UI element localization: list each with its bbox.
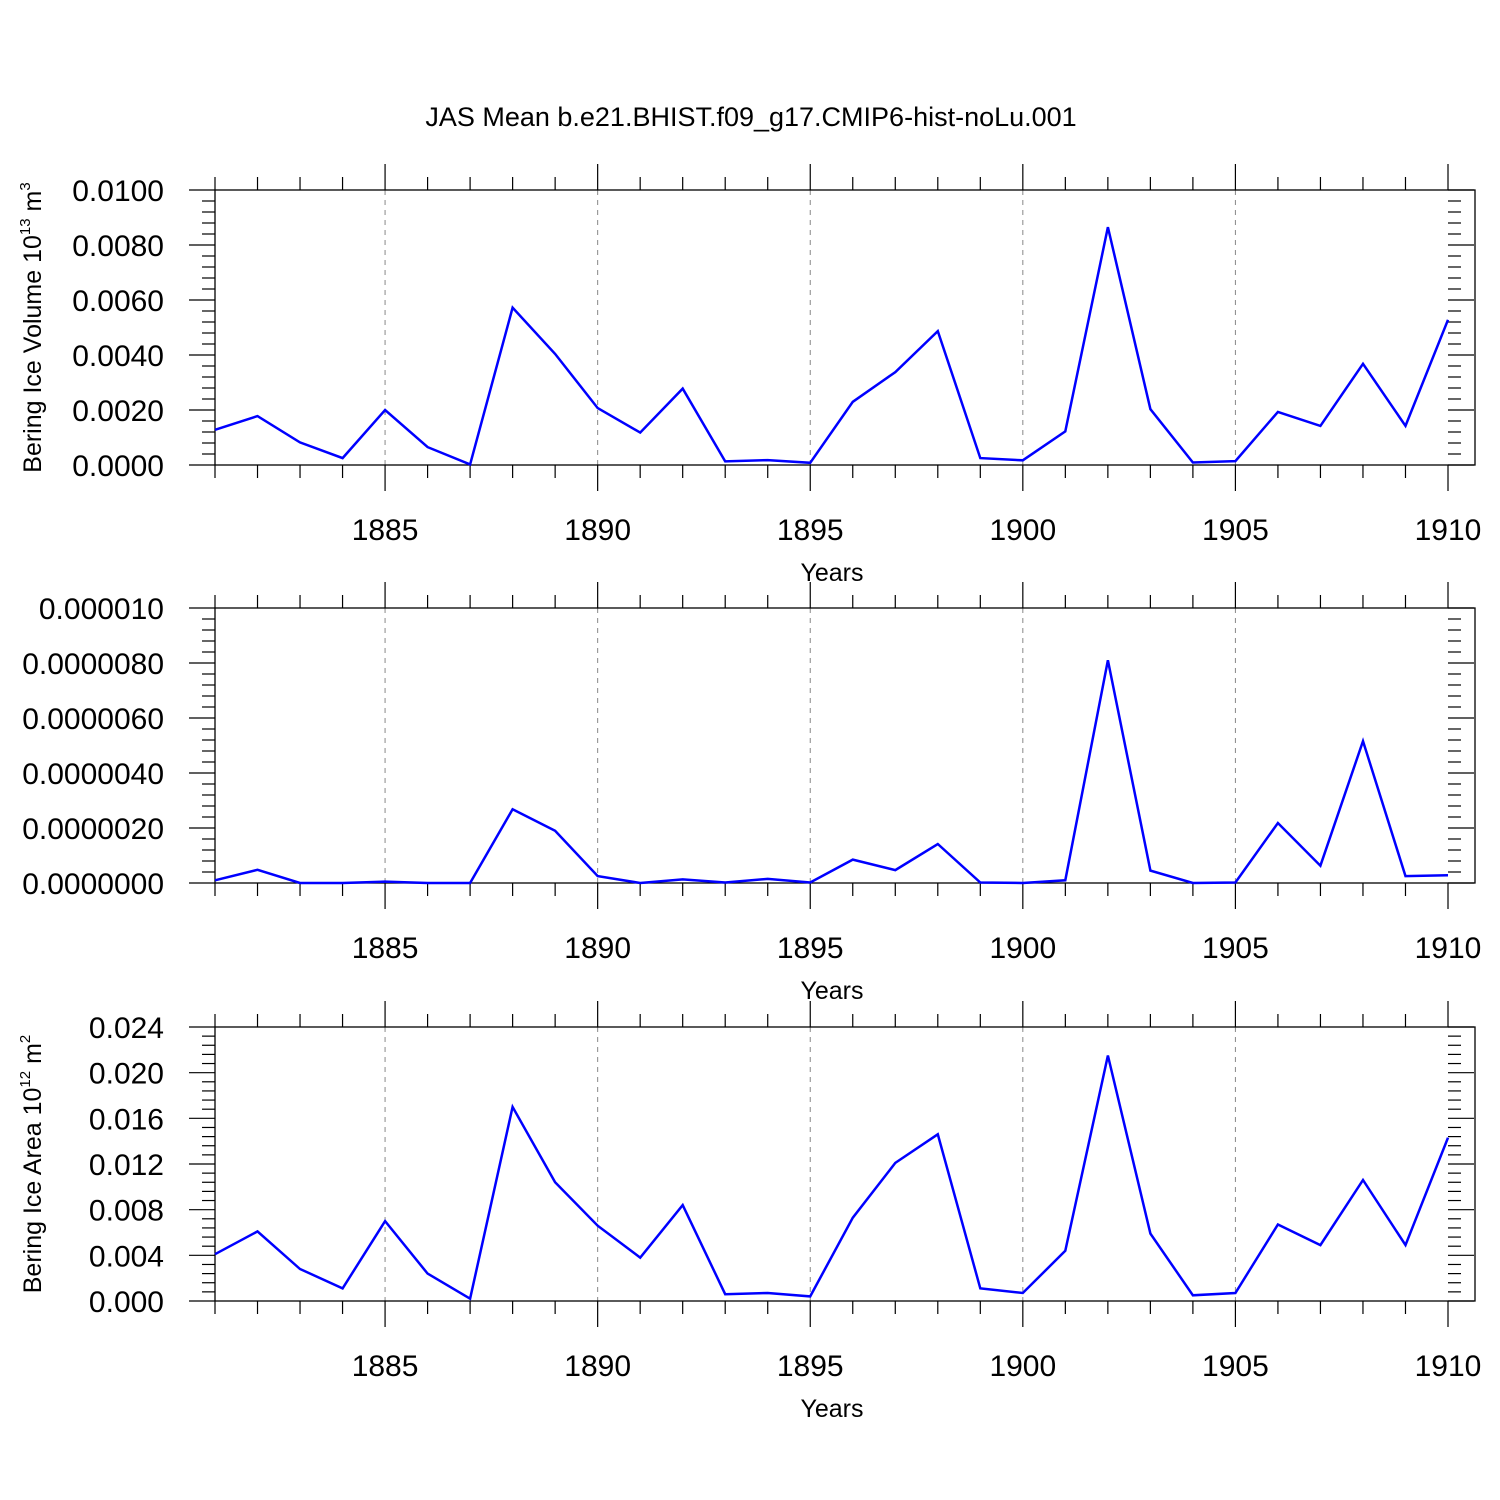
y-axis-label-exponent: 13 <box>17 218 34 235</box>
y-axis-label: Bering Ice Area 1012 m2 <box>17 1035 47 1294</box>
x-tick-label: 1885 <box>352 932 419 965</box>
y-tick-label: 0.024 <box>89 1012 164 1045</box>
y-tick-label: 0.0000 <box>72 450 164 483</box>
x-tick-label: 1895 <box>777 1350 844 1383</box>
x-tick-label: 1890 <box>564 932 631 965</box>
x-tick-label: 1895 <box>777 514 844 547</box>
y-tick-label: 0.0060 <box>72 285 164 318</box>
x-tick-label: 1910 <box>1415 514 1482 547</box>
y-axis-label-unit-exponent: 2 <box>17 1035 34 1043</box>
x-tick-label: 1905 <box>1202 514 1269 547</box>
series-line-3 <box>214 1055 1450 1301</box>
x-tick-label: 1890 <box>564 1350 631 1383</box>
panels: 1885 1890 1895 1900 1905 1910 Years 0.0000 0.002… <box>17 164 1481 1423</box>
y-tick-label: 0.008 <box>89 1195 164 1228</box>
y-axis-label-text: Bering Ice Area 10 <box>19 1088 47 1294</box>
y-axis-label-unit-exponent: 3 <box>17 182 34 190</box>
x-tick-label: 1895 <box>777 932 844 965</box>
figure-title: JAS Mean b.e21.BHIST.f09_g17.CMIP6-hist-… <box>425 102 1076 132</box>
y-tick-label: 0.0000040 <box>22 758 164 791</box>
y-tick-label: 0.0100 <box>72 175 164 208</box>
y-axis-label-unit: m <box>19 191 47 219</box>
y-tick-label: 0.016 <box>89 1103 164 1136</box>
y-tick-label: 0.0000000 <box>22 868 164 901</box>
y-tick-label: 0.012 <box>89 1149 164 1182</box>
y-tick-label: 0.020 <box>89 1058 164 1091</box>
y-tick-label: 0.000010 <box>39 593 164 626</box>
x-tick-label: 1900 <box>989 1350 1056 1383</box>
y-tick-label: 0.0080 <box>72 230 164 263</box>
y-axis-label-text: Bering Ice Volume 10 <box>19 235 47 473</box>
y-tick-label: 0.0000020 <box>22 813 164 846</box>
x-axis-label: Years <box>800 1395 863 1423</box>
y-axis-label: Bering Ice Volume 1013 m3 <box>17 182 47 472</box>
y-axis-label-unit: m <box>19 1043 47 1071</box>
y-tick-label: 0.0020 <box>72 395 164 428</box>
y-axis-label-exponent: 12 <box>17 1071 34 1088</box>
x-axis-label: Years <box>800 559 863 587</box>
chart-panel-2: 1885 1890 1895 1900 1905 1910 Years 0.0000000 0.… <box>22 582 1481 1005</box>
x-tick-label: 1905 <box>1202 1350 1269 1383</box>
x-tick-label: 1900 <box>989 514 1056 547</box>
x-tick-label: 1905 <box>1202 932 1269 965</box>
x-tick-label: 1900 <box>989 932 1056 965</box>
x-tick-label: 1910 <box>1415 1350 1482 1383</box>
x-tick-label: 1890 <box>564 514 631 547</box>
y-tick-label: 0.0000060 <box>22 703 164 736</box>
y-tick-label: 0.0040 <box>72 340 164 373</box>
x-tick-label: 1885 <box>352 514 419 547</box>
plot-frame <box>214 189 1476 466</box>
series-line-1 <box>214 226 1450 467</box>
y-tick-label: 0.004 <box>89 1240 164 1273</box>
x-tick-label: 1910 <box>1415 932 1482 965</box>
chart-panel-1: 1885 1890 1895 1900 1905 1910 Years 0.0000 0.002… <box>17 164 1481 587</box>
plot-frame <box>214 607 1476 884</box>
series-line-2 <box>214 660 1449 885</box>
y-tick-label: 0.000 <box>89 1286 164 1319</box>
x-tick-label: 1885 <box>352 1350 419 1383</box>
y-tick-label: 0.0000080 <box>22 648 164 681</box>
x-axis-label: Years <box>800 977 863 1005</box>
chart-panel-3: 1885 1890 1895 1900 1905 1910 Years 0.000 0.004 0… <box>17 1001 1481 1423</box>
